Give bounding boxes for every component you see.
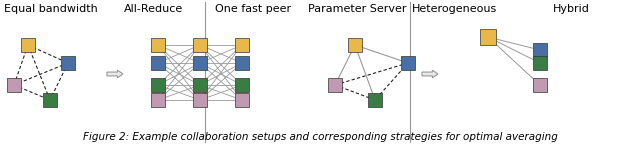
- Bar: [151, 93, 165, 107]
- Bar: [193, 93, 207, 107]
- Text: Heterogeneous: Heterogeneous: [412, 4, 497, 14]
- Bar: [533, 43, 547, 57]
- Bar: [480, 29, 496, 45]
- Bar: [401, 56, 415, 70]
- Bar: [7, 78, 21, 92]
- Text: Figure 2: Example collaboration setups and corresponding strategies for optimal : Figure 2: Example collaboration setups a…: [83, 132, 557, 142]
- Text: Equal bandwidth: Equal bandwidth: [4, 4, 98, 14]
- Bar: [235, 93, 249, 107]
- Text: Hybrid: Hybrid: [553, 4, 590, 14]
- Bar: [151, 78, 165, 92]
- Bar: [235, 56, 249, 70]
- Bar: [193, 56, 207, 70]
- Bar: [368, 93, 382, 107]
- Bar: [151, 56, 165, 70]
- Bar: [193, 78, 207, 92]
- Bar: [235, 78, 249, 92]
- Polygon shape: [107, 70, 123, 78]
- Bar: [348, 38, 362, 52]
- Bar: [328, 78, 342, 92]
- Bar: [21, 38, 35, 52]
- Bar: [151, 38, 165, 52]
- Text: One fast peer: One fast peer: [215, 4, 291, 14]
- Text: Parameter Server: Parameter Server: [308, 4, 406, 14]
- Bar: [61, 56, 75, 70]
- Bar: [235, 38, 249, 52]
- Bar: [533, 78, 547, 92]
- Bar: [533, 56, 547, 70]
- Polygon shape: [422, 70, 438, 78]
- Bar: [193, 38, 207, 52]
- Text: All-Reduce: All-Reduce: [124, 4, 183, 14]
- Bar: [43, 93, 57, 107]
